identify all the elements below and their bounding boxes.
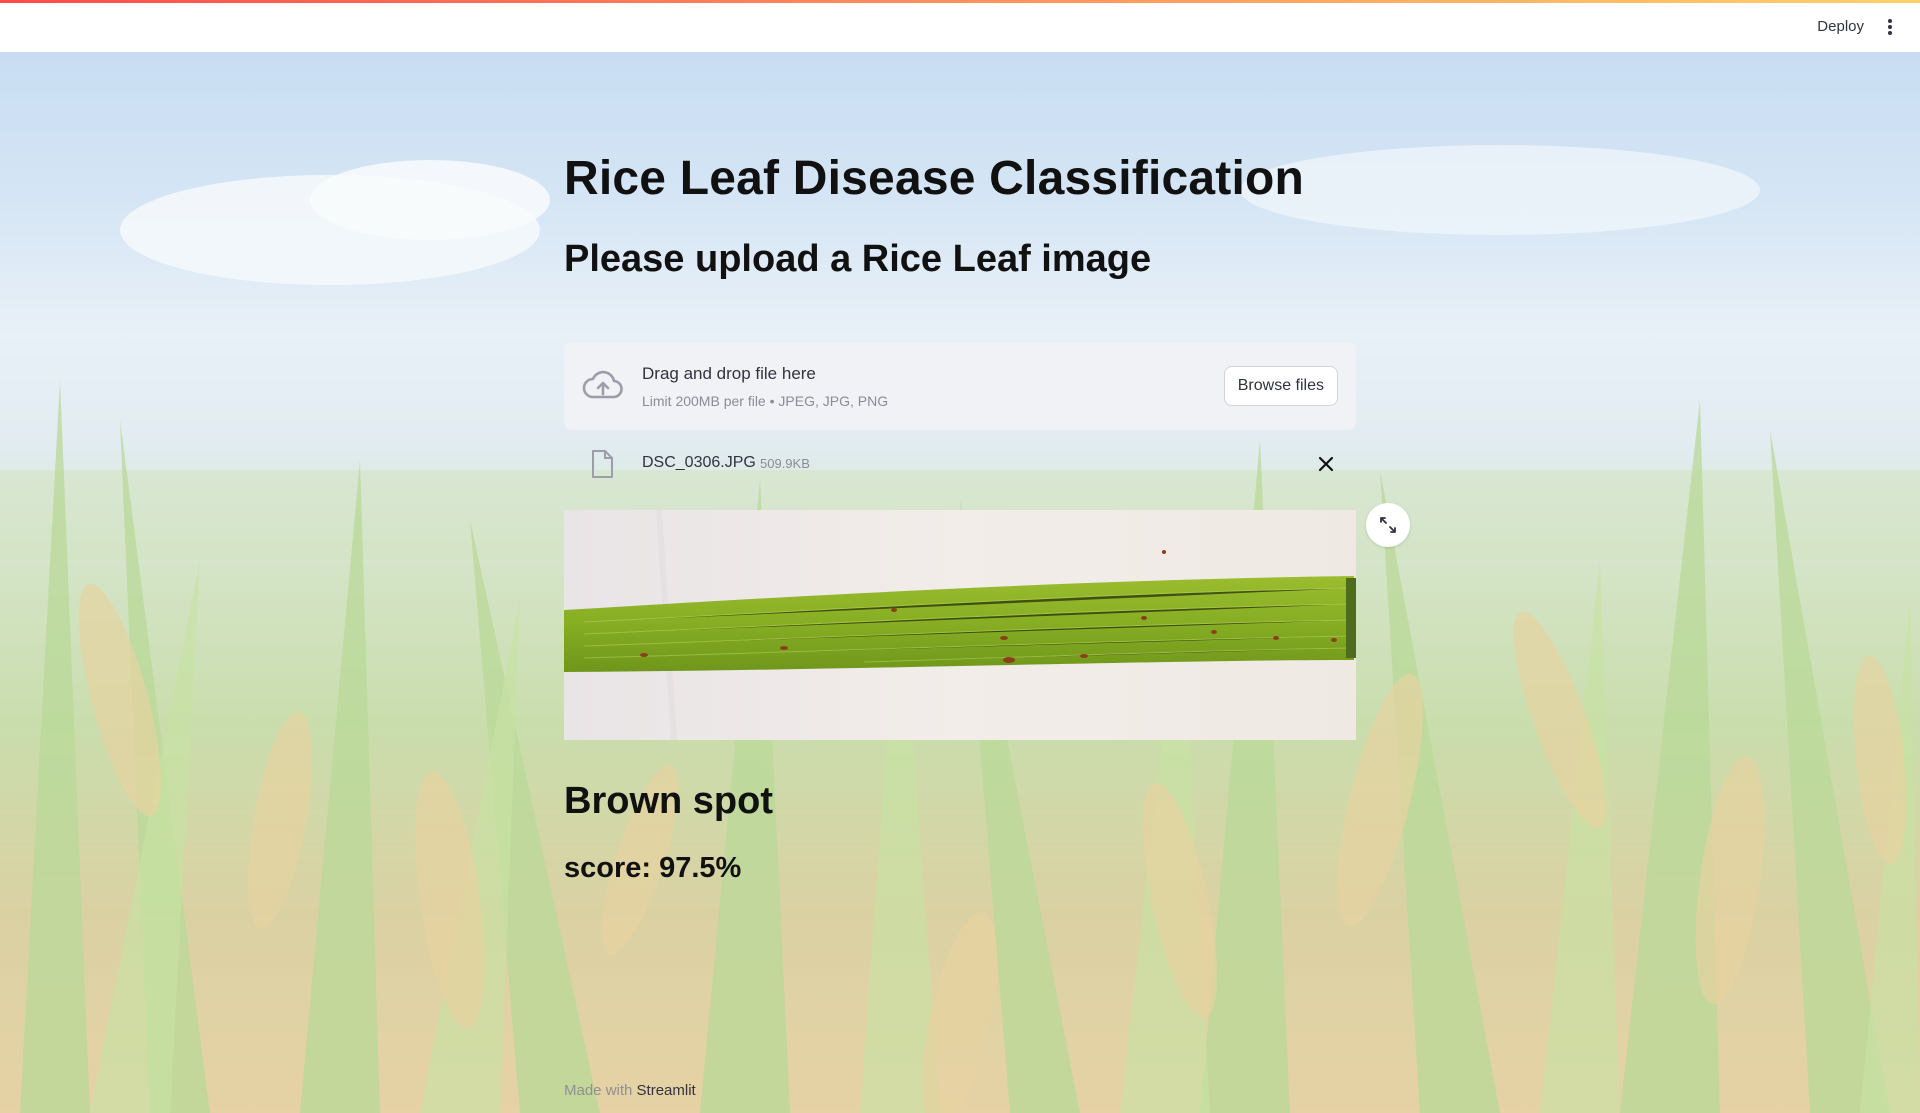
page-title: Rice Leaf Disease Classification	[564, 152, 1305, 205]
page-subtitle: Please upload a Rice Leaf image	[564, 238, 1152, 280]
cloud-upload-icon	[582, 367, 624, 403]
expand-icon[interactable]	[1366, 503, 1410, 547]
accent-bar	[0, 0, 1920, 3]
close-icon[interactable]	[1316, 454, 1336, 474]
uploaded-file-row: DSC_0306.JPG 509.9KB	[564, 445, 1356, 487]
uploaded-leaf-image	[564, 510, 1356, 740]
main-content: Rice Leaf Disease Classification Please …	[564, 150, 1410, 884]
uploaded-file-size: 509.9KB	[760, 456, 810, 471]
app-header: Deploy	[0, 3, 1920, 52]
dropzone-instructions: Drag and drop file here	[642, 364, 816, 383]
footer: Made with Streamlit	[564, 1082, 696, 1099]
file-dropzone[interactable]: Drag and drop file here Limit 200MB per …	[564, 342, 1356, 430]
dropzone-limit: Limit 200MB per file • JPEG, JPG, PNG	[642, 393, 889, 409]
footer-made-with: Made with	[564, 1082, 633, 1099]
browse-files-button[interactable]: Browse files	[1223, 366, 1338, 406]
deploy-button[interactable]: Deploy	[1817, 18, 1864, 35]
footer-streamlit-link[interactable]: Streamlit	[636, 1082, 696, 1099]
prediction-score: score: 97.5%	[564, 852, 742, 884]
uploaded-file-name: DSC_0306.JPG	[642, 454, 756, 471]
file-icon	[590, 449, 614, 479]
prediction-label: Brown spot	[564, 780, 773, 822]
vertical-dots-icon[interactable]	[1878, 15, 1902, 39]
